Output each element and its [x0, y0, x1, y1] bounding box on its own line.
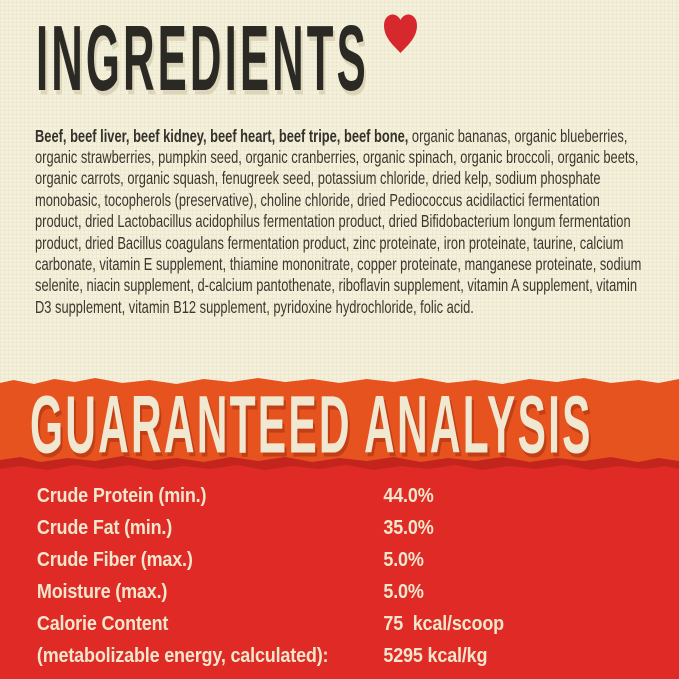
- analysis-row-label: Crude Fiber (max.): [36, 549, 193, 571]
- analysis-row-label: Calorie Content: [36, 613, 169, 635]
- analysis-row-value: 5.0%: [383, 549, 424, 571]
- analysis-row-value: 5295 kcal/kg: [383, 645, 488, 667]
- ingredients-title: INGREDIENTS: [36, 6, 369, 110]
- heart-icon: [384, 14, 417, 53]
- ingredients-rest: organic bananas, organic blueberries, or…: [35, 125, 642, 317]
- red-analysis-panel: [0, 465, 679, 679]
- guaranteed-analysis-table: Crude Protein (min.) 44.0% Crude Fat (mi…: [0, 480, 679, 672]
- analysis-row-label: (metabolizable energy, calculated):: [36, 645, 329, 667]
- analysis-row: Calorie Content 75 kcal/scoop: [0, 608, 679, 640]
- analysis-row: Moisture (max.) 5.0%: [0, 576, 679, 608]
- analysis-row-label: Crude Protein (min.): [36, 485, 207, 507]
- ingredients-bold-lead: Beef, beef liver, beef kidney, beef hear…: [35, 125, 409, 146]
- analysis-row-value: 44.0%: [383, 485, 434, 507]
- analysis-row-value: 5.0%: [383, 581, 424, 603]
- analysis-row: Crude Fat (min.) 35.0%: [0, 512, 679, 544]
- analysis-row-label: Crude Fat (min.): [36, 517, 173, 539]
- analysis-row-value: 35.0%: [383, 517, 434, 539]
- ingredients-paragraph: Beef, beef liver, beef kidney, beef hear…: [35, 126, 647, 319]
- torn-orange-band: [0, 378, 679, 473]
- analysis-row: Crude Fiber (max.) 5.0%: [0, 544, 679, 576]
- guaranteed-analysis-title: GUARANTEED ANALYSIS: [30, 377, 593, 471]
- analysis-row-value: 75 kcal/scoop: [383, 613, 504, 635]
- analysis-row: (metabolizable energy, calculated): 5295…: [0, 640, 679, 672]
- analysis-row-label: Moisture (max.): [36, 581, 168, 603]
- analysis-row: Crude Protein (min.) 44.0%: [0, 480, 679, 512]
